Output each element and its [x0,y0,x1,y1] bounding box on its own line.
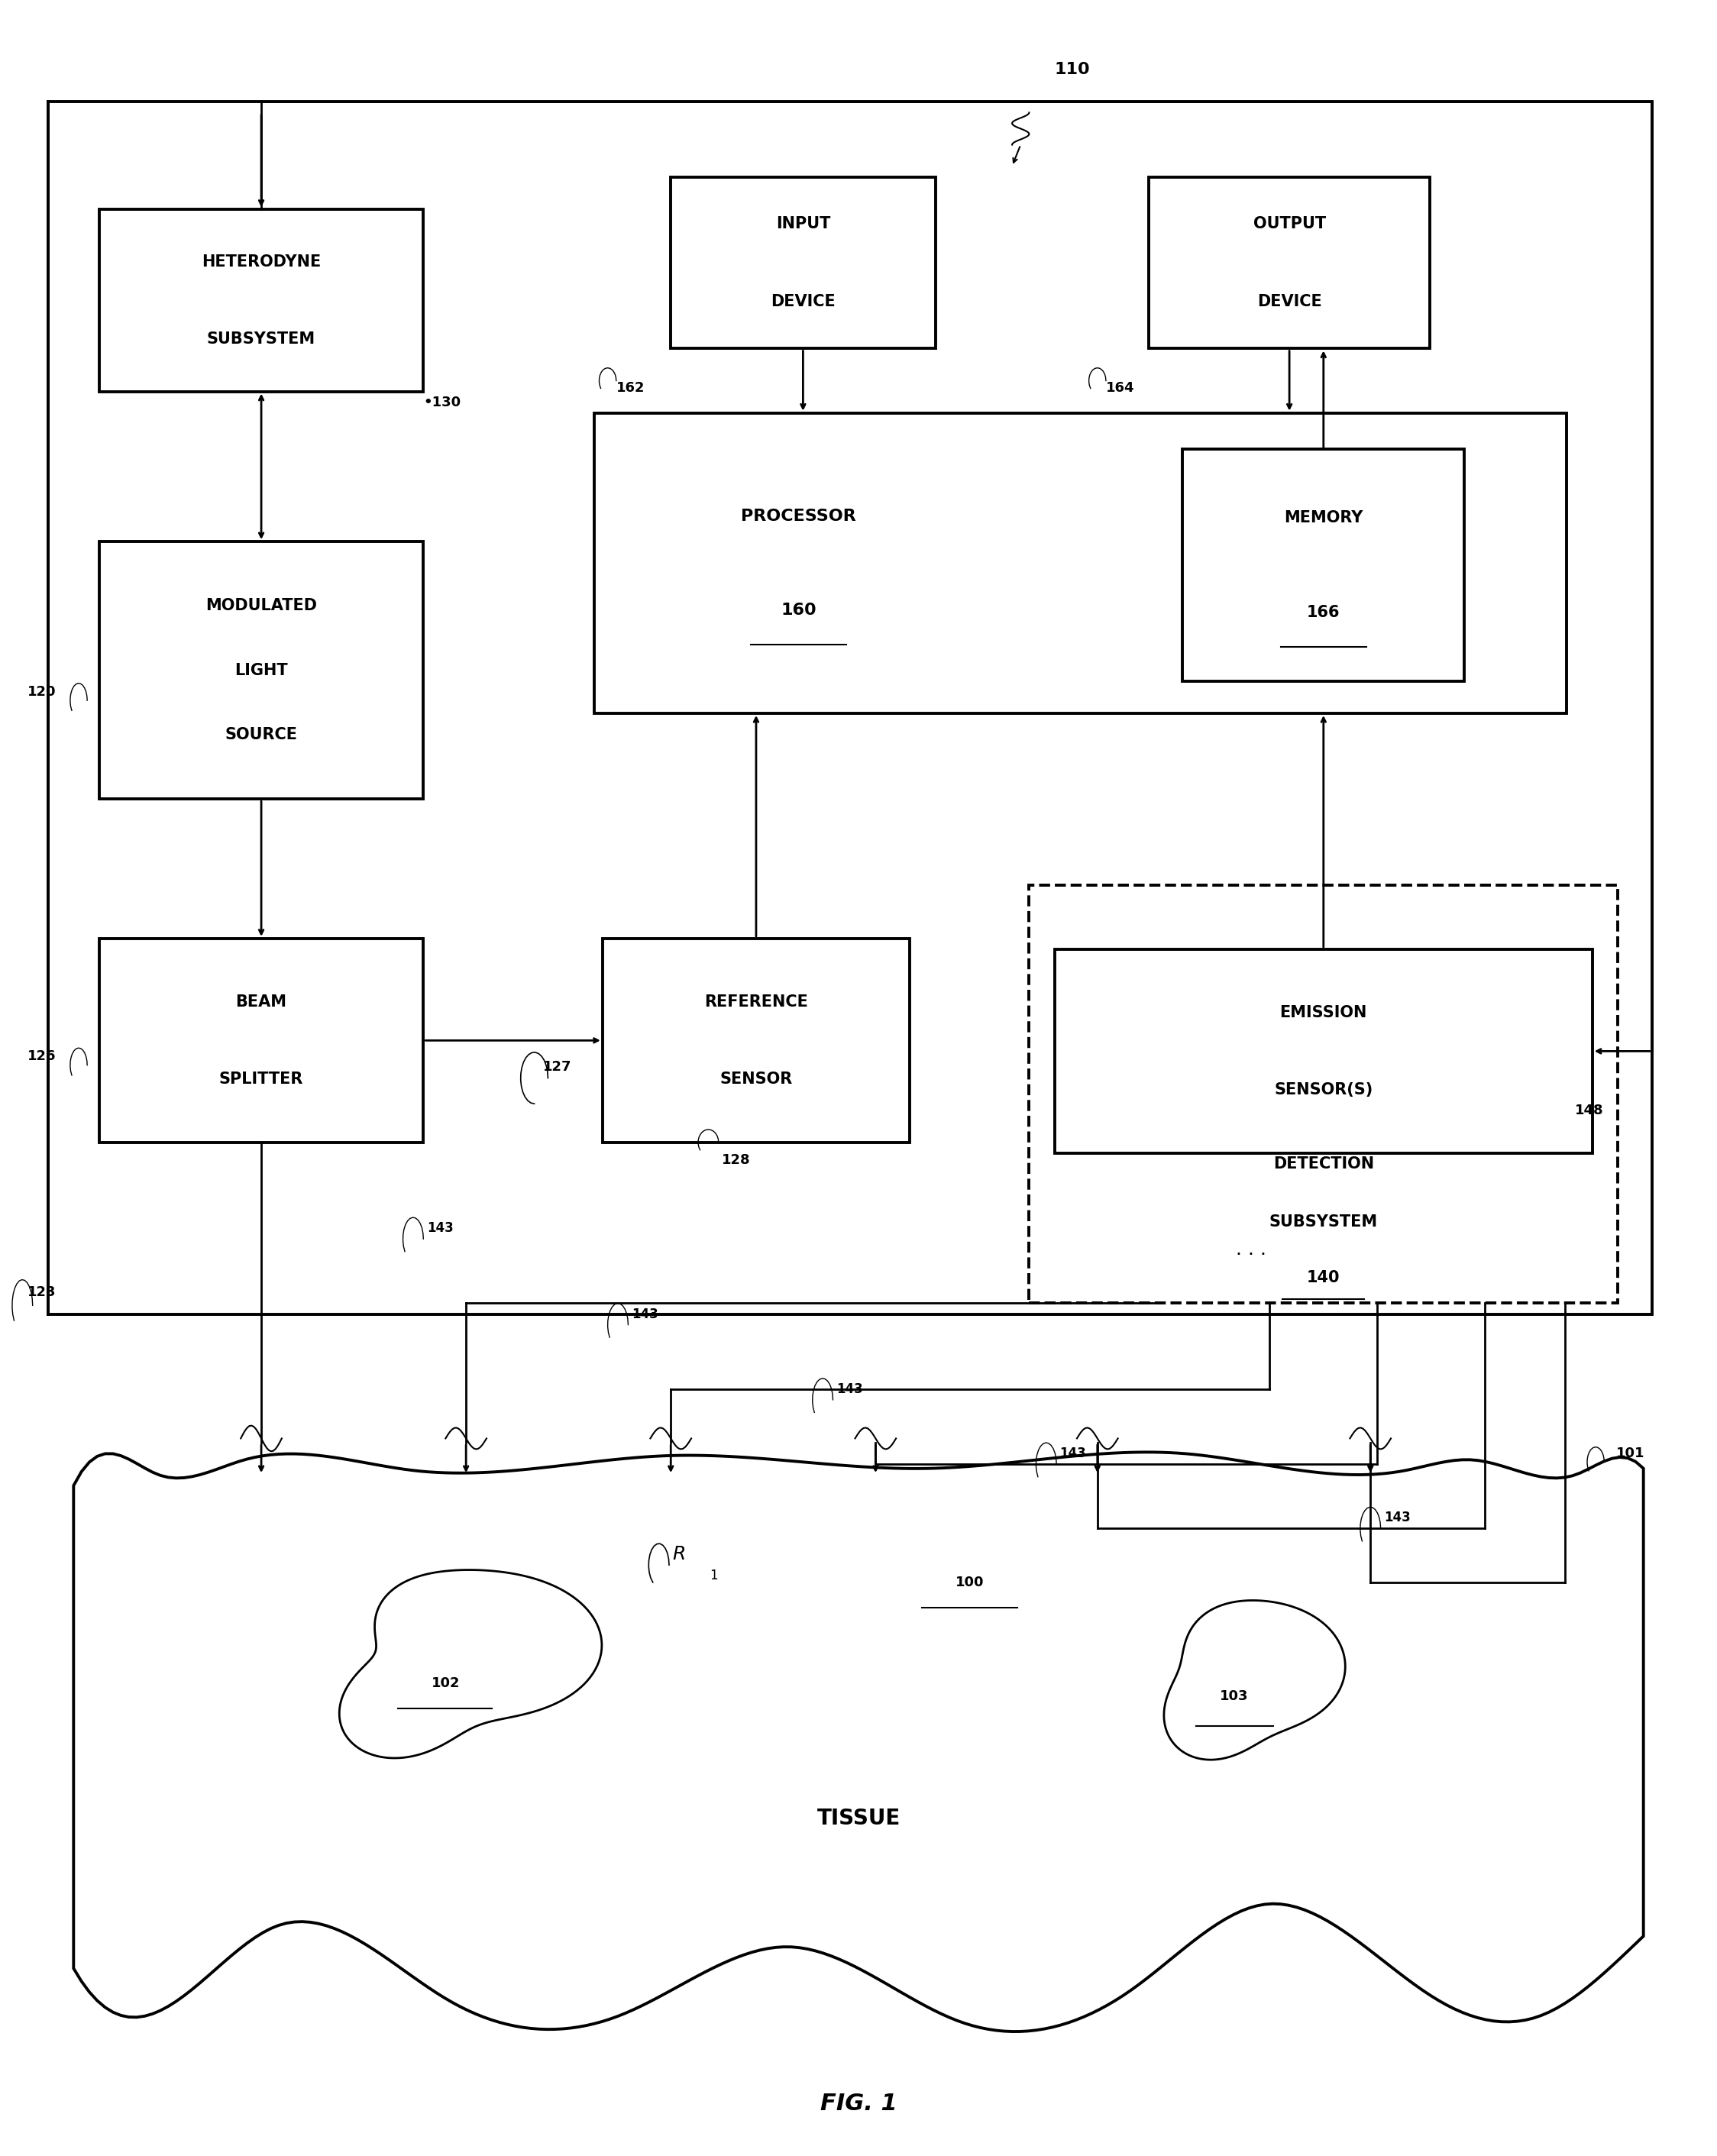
Text: DEVICE: DEVICE [1257,293,1322,308]
Text: 143: 143 [428,1220,453,1235]
FancyBboxPatch shape [1054,949,1592,1153]
Text: •130: •130 [424,395,460,410]
Text: DEVICE: DEVICE [771,293,836,308]
Text: OUTPUT: OUTPUT [1253,216,1326,233]
Text: 143: 143 [1384,1511,1411,1524]
Text: INPUT: INPUT [776,216,831,233]
Polygon shape [74,1453,1643,2031]
Text: MODULATED: MODULATED [206,599,318,614]
Text: TISSUE: TISSUE [817,1807,900,1828]
Text: 110: 110 [1054,63,1090,78]
FancyBboxPatch shape [48,101,1652,1313]
Text: 103: 103 [1219,1688,1248,1703]
Text: SENSOR(S): SENSOR(S) [1274,1082,1374,1097]
Text: 162: 162 [616,382,646,395]
Text: 127: 127 [543,1061,572,1074]
FancyBboxPatch shape [671,177,936,349]
FancyBboxPatch shape [100,209,424,392]
Text: 126: 126 [27,1050,57,1063]
FancyBboxPatch shape [1183,448,1465,681]
Text: 143: 143 [632,1307,658,1322]
FancyBboxPatch shape [100,541,424,800]
Text: SOURCE: SOURCE [225,727,297,742]
Text: EMISSION: EMISSION [1279,1005,1367,1020]
Text: 128: 128 [721,1153,750,1166]
Text: 120: 120 [27,686,57,699]
Text: HETERODYNE: HETERODYNE [201,254,321,270]
Text: 143: 143 [1059,1447,1087,1460]
FancyBboxPatch shape [594,414,1566,714]
Text: FIG. 1: FIG. 1 [821,2093,896,2115]
Text: LIGHT: LIGHT [235,662,288,677]
FancyBboxPatch shape [1149,177,1430,349]
Text: . . .: . . . [1236,1240,1265,1259]
FancyBboxPatch shape [603,938,910,1143]
Polygon shape [340,1570,601,1757]
Text: 160: 160 [781,604,817,619]
Text: MEMORY: MEMORY [1284,511,1363,526]
Text: 140: 140 [1307,1270,1339,1285]
Text: SUBSYSTEM: SUBSYSTEM [208,332,316,347]
Text: PROCESSOR: PROCESSOR [742,509,857,524]
FancyBboxPatch shape [48,101,1652,1313]
Text: SUBSYSTEM: SUBSYSTEM [1269,1214,1377,1229]
Text: 143: 143 [836,1382,864,1395]
Text: DETECTION: DETECTION [1272,1156,1374,1171]
Text: 148: 148 [1574,1104,1604,1117]
Text: 164: 164 [1106,382,1135,395]
Text: SPLITTER: SPLITTER [220,1072,304,1087]
Text: 1: 1 [709,1570,718,1583]
Text: REFERENCE: REFERENCE [704,994,809,1009]
Text: 123: 123 [27,1285,57,1300]
FancyBboxPatch shape [100,938,424,1143]
Text: 100: 100 [955,1576,984,1589]
Text: R: R [673,1546,687,1563]
Text: 166: 166 [1307,606,1339,621]
Text: 102: 102 [431,1675,460,1690]
Text: SENSOR: SENSOR [719,1072,793,1087]
Polygon shape [1164,1600,1344,1759]
Text: 101: 101 [1616,1447,1645,1460]
Text: BEAM: BEAM [235,994,287,1009]
